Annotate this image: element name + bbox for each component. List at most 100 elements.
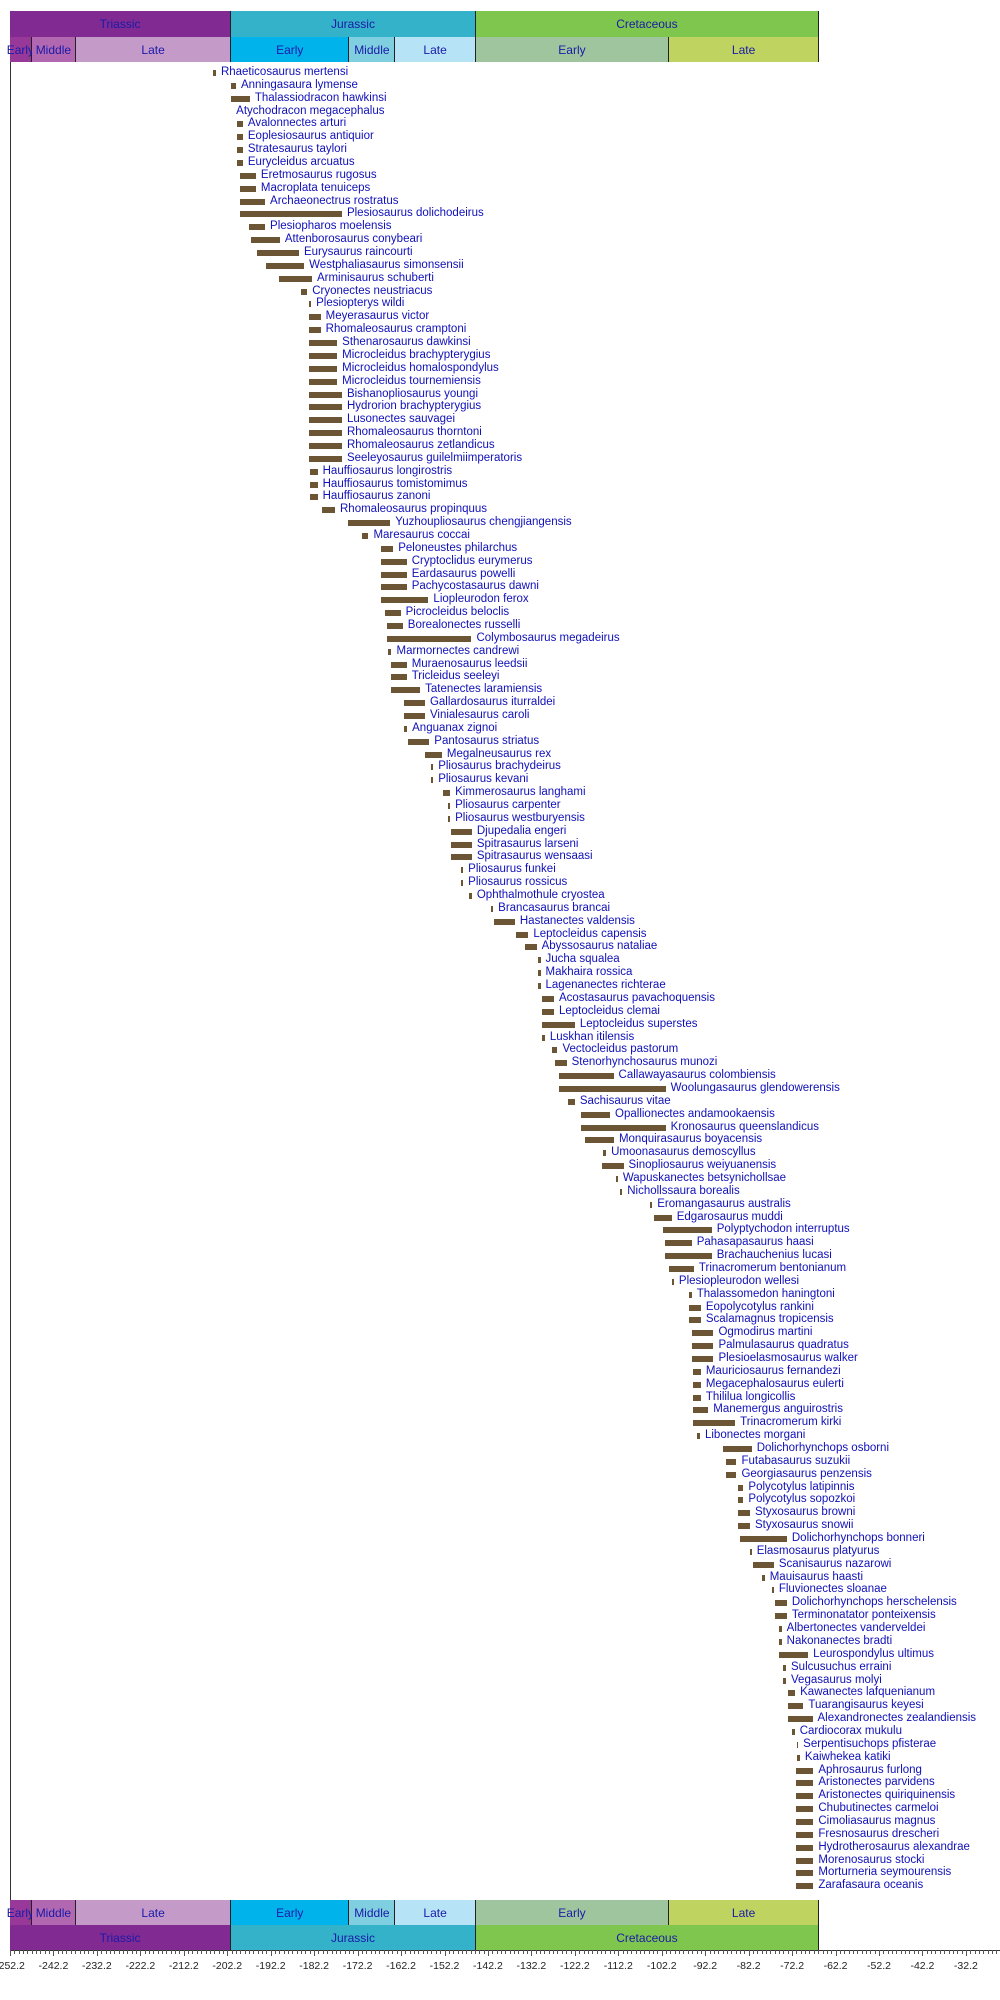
minor-tick <box>18 1950 20 1954</box>
taxon-range-bar <box>796 1780 814 1787</box>
minor-tick <box>509 1950 511 1954</box>
taxon-range-bar <box>796 1831 814 1838</box>
taxon-range-bar <box>239 198 266 205</box>
minor-tick <box>440 1950 442 1954</box>
minor-tick <box>826 1950 828 1954</box>
minor-tick <box>752 1950 754 1954</box>
taxon-label: Pliosaurus brachydeirus <box>438 760 561 773</box>
taxon-range-bar <box>239 172 256 179</box>
taxon-label: Luskhan itilensis <box>549 1030 635 1043</box>
taxon-range-bar <box>738 1510 750 1517</box>
taxon-range-bar <box>321 507 335 514</box>
taxon-label: Attenborosaurus conybeari <box>284 233 423 246</box>
minor-tick <box>318 1950 320 1954</box>
taxon-range-bar <box>460 867 464 874</box>
minor-tick <box>987 1950 989 1954</box>
minor-tick <box>613 1950 615 1954</box>
taxon-label: Edgarosaurus muddi <box>676 1210 783 1223</box>
minor-tick <box>822 1950 824 1954</box>
minor-tick <box>692 1950 694 1954</box>
taxon-label: Sulcusuchus erraini <box>791 1660 892 1673</box>
taxon-range-bar <box>615 1175 618 1182</box>
taxon-range-bar <box>231 95 250 102</box>
minor-tick <box>131 1950 133 1954</box>
minor-tick <box>787 1950 789 1954</box>
minor-tick <box>27 1950 29 1954</box>
taxon-label: Trinacromerum bentonianum <box>698 1261 847 1274</box>
bottom-epoch-band-early: Early <box>231 1900 350 1925</box>
minor-tick <box>235 1950 237 1954</box>
tick-label: -72.2 <box>780 1960 805 1972</box>
taxon-label: Plesiopleurodon wellesi <box>678 1274 800 1287</box>
minor-tick <box>23 1950 25 1954</box>
taxon-range-bar <box>300 288 308 295</box>
taxon-label: Kaiwhekea katiki <box>804 1750 891 1763</box>
taxon-label: Maresaurus coccai <box>373 528 470 541</box>
taxon-range-bar <box>451 828 472 835</box>
taxon-range-bar <box>310 494 318 501</box>
minor-tick <box>800 1950 802 1954</box>
major-tick <box>574 1950 576 1956</box>
minor-tick <box>913 1950 915 1954</box>
minor-tick <box>253 1950 255 1954</box>
minor-tick <box>79 1950 81 1954</box>
minor-tick <box>900 1950 902 1954</box>
minor-tick <box>731 1950 733 1954</box>
taxon-label: Dolichorhynchops bonneri <box>791 1532 925 1545</box>
minor-tick <box>974 1950 976 1954</box>
minor-tick <box>874 1950 876 1954</box>
minor-tick <box>653 1950 655 1954</box>
taxon-label: Microcleidus brachypterygius <box>342 348 491 361</box>
taxon-range-bar <box>516 931 529 938</box>
taxon-range-bar <box>309 430 342 437</box>
time-axis-line <box>10 1950 1000 1951</box>
taxon-range-bar <box>693 1420 736 1427</box>
taxon-range-bar <box>381 558 407 565</box>
taxon-label: Libonectes morgani <box>704 1429 806 1442</box>
taxon-label: Marmornectes candrewi <box>396 644 520 657</box>
taxon-label: Megacephalosaurus eulerti <box>705 1377 844 1390</box>
taxon-range-bar <box>542 1021 575 1028</box>
minor-tick <box>540 1950 542 1954</box>
taxon-label: Colymbosaurus megadeirus <box>476 631 620 644</box>
minor-tick <box>553 1950 555 1954</box>
major-tick <box>879 1950 880 1956</box>
taxon-range-bar <box>309 301 312 308</box>
taxon-range-bar <box>542 1008 554 1015</box>
minor-tick <box>122 1950 124 1954</box>
taxon-range-bar <box>310 481 318 488</box>
minor-tick <box>240 1950 242 1954</box>
bottom-epoch-band-late: Late <box>395 1900 476 1925</box>
minor-tick <box>118 1950 120 1954</box>
taxon-range-bar <box>236 160 243 167</box>
taxon-label: Rhaeticosaurus mertensi <box>220 66 349 78</box>
minor-tick <box>127 1950 129 1954</box>
minor-tick <box>262 1950 263 1954</box>
bottom-epoch-band-middle: Middle <box>349 1900 396 1925</box>
tick-label: -162.2 <box>386 1960 416 1972</box>
minor-tick <box>288 1950 290 1954</box>
minor-tick <box>666 1950 668 1954</box>
taxon-label: Eromangasaurus australis <box>657 1197 791 1210</box>
minor-tick <box>735 1950 737 1954</box>
minor-tick <box>248 1950 250 1954</box>
minor-tick <box>422 1950 424 1954</box>
top-epoch-band-early: Early <box>231 37 350 62</box>
taxon-range-bar <box>580 1124 666 1131</box>
taxon-label: Lagenanectes richterae <box>545 979 666 992</box>
tick-label: -122.2 <box>559 1960 590 1972</box>
taxon-label: Brachauchenius lucasi <box>716 1249 832 1262</box>
bottom-epoch-band-late: Late <box>76 1900 232 1925</box>
minor-tick <box>844 1950 846 1954</box>
minor-tick <box>683 1950 685 1954</box>
major-tick <box>792 1950 794 1956</box>
minor-tick <box>518 1950 520 1954</box>
taxon-range-bar <box>451 854 472 861</box>
minor-tick <box>831 1950 833 1954</box>
minor-tick <box>739 1950 741 1954</box>
taxon-label: Morturneria seymourensis <box>818 1866 952 1879</box>
minor-tick <box>548 1950 550 1954</box>
taxon-label: Dolichorhynchops osborni <box>756 1442 890 1455</box>
taxon-label: Aristonectes quiriquinensis <box>818 1789 956 1802</box>
